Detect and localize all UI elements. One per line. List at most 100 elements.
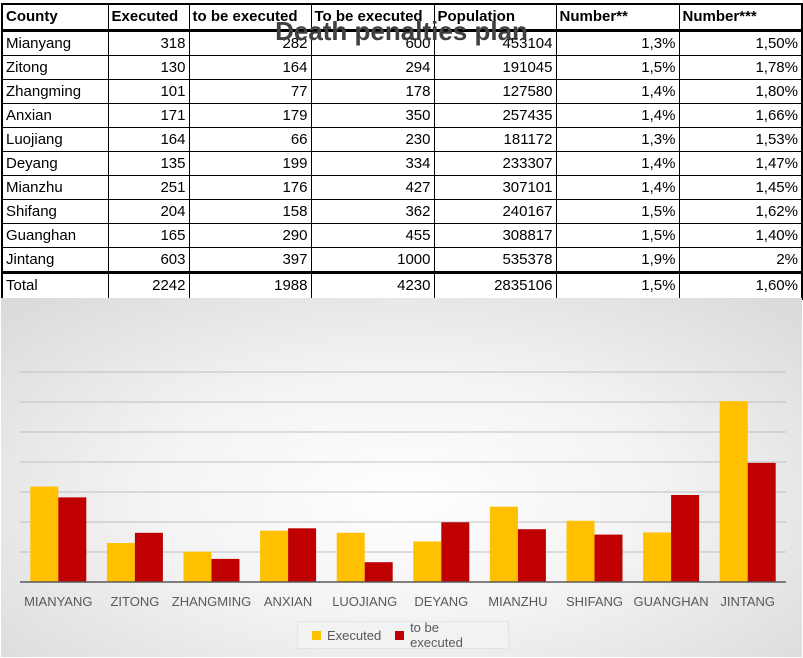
x-tick-label: SHIFANG <box>566 594 623 609</box>
bar-to-be-executed-anxian <box>288 528 317 582</box>
chart-title: Death penalties plan <box>275 16 528 46</box>
bar-executed-shifang <box>566 520 595 582</box>
chart-panel <box>1 298 802 657</box>
value-cell: 1,4% <box>555 175 680 200</box>
bar-to-be-executed-mianzhu <box>517 529 546 582</box>
total-label-cell: Total <box>1 271 109 300</box>
value-cell: 240167 <box>433 199 557 224</box>
table-row: Zitong 130 164 294 191045 1,5% 1,78% <box>1 55 803 80</box>
total-value-cell: 1988 <box>188 271 312 300</box>
bar-executed-mianyang <box>30 486 59 582</box>
x-tick-label: MIANZHU <box>488 594 547 609</box>
legend-swatch-executed <box>312 630 321 640</box>
bar-executed-jintang <box>719 401 748 582</box>
value-cell: 230 <box>310 127 435 152</box>
value-cell: 257435 <box>433 103 557 128</box>
bar-executed-anxian <box>260 530 289 582</box>
value-cell: 66 <box>188 127 312 152</box>
value-cell: 2% <box>678 247 803 273</box>
legend-label-executed: Executed <box>327 627 382 643</box>
value-cell: 1,5% <box>555 55 680 80</box>
bar-to-be-executed-zhangming <box>211 558 240 582</box>
value-cell: 165 <box>107 223 190 248</box>
table-row: Deyang 135 199 334 233307 1,4% 1,47% <box>1 151 803 176</box>
county-cell: Zitong <box>1 55 109 80</box>
value-cell: 199 <box>188 151 312 176</box>
value-cell: 603 <box>107 247 190 273</box>
value-cell: 181172 <box>433 127 557 152</box>
bar-to-be-executed-zitong <box>134 532 163 582</box>
table-row: Mianzhu 251 176 427 307101 1,4% 1,45% <box>1 175 803 200</box>
county-cell: Guanghan <box>1 223 109 248</box>
value-cell: 135 <box>107 151 190 176</box>
table-row: Zhangming 101 77 178 127580 1,4% 1,80% <box>1 79 803 104</box>
value-cell: 1,80% <box>678 79 803 104</box>
bar-to-be-executed-luojiang <box>364 562 393 582</box>
table-header-cell: County <box>1 3 109 32</box>
chart-legend: Executed to be executed <box>297 620 509 650</box>
x-tick-label: GUANGHAN <box>634 594 709 609</box>
value-cell: 171 <box>107 103 190 128</box>
bar-executed-luojiang <box>336 532 365 582</box>
table-row: Luojiang 164 66 230 181172 1,3% 1,53% <box>1 127 803 152</box>
county-cell: Mianyang <box>1 30 109 56</box>
bar-executed-mianzhu <box>489 506 518 582</box>
table-row: Guanghan 165 290 455 308817 1,5% 1,40% <box>1 223 803 248</box>
value-cell: 127580 <box>433 79 557 104</box>
total-value-cell: 2242 <box>107 271 190 300</box>
value-cell: 179 <box>188 103 312 128</box>
table-header-cell: Number*** <box>678 3 803 32</box>
x-tick-label: MIANYANG <box>24 594 92 609</box>
table-row: Mianyang 318 282 600 453104 1,3% 1,50% <box>1 30 803 56</box>
legend-swatch-to-be-executed <box>395 630 405 640</box>
value-cell: 1,45% <box>678 175 803 200</box>
value-cell: 1,50% <box>678 30 803 56</box>
county-cell: Jintang <box>1 247 109 273</box>
county-cell: Shifang <box>1 199 109 224</box>
bar-executed-zhangming <box>183 551 212 582</box>
table-total-row: Total 2242 1988 4230 2835106 1,5% 1,60% <box>1 271 803 300</box>
bar-executed-deyang <box>413 541 442 582</box>
x-tick-label: LUOJIANG <box>332 594 397 609</box>
x-tick-label: ZHANGMING <box>172 594 251 609</box>
value-cell: 1,5% <box>555 223 680 248</box>
legend-label-to-be-executed: to be executed <box>410 620 463 650</box>
bar-to-be-executed-jintang <box>747 462 776 582</box>
value-cell: 178 <box>310 79 435 104</box>
table-row: Jintang 603 397 1000 535378 1,9% 2% <box>1 247 803 273</box>
legend-item-to-be-executed: to be executed <box>395 620 494 650</box>
value-cell: 455 <box>310 223 435 248</box>
county-cell: Deyang <box>1 151 109 176</box>
x-tick-label: JINTANG <box>720 594 775 609</box>
value-cell: 1,4% <box>555 79 680 104</box>
value-cell: 453104 <box>433 30 557 56</box>
bar-to-be-executed-mianyang <box>58 497 87 582</box>
value-cell: 1,4% <box>555 151 680 176</box>
bar-executed-guanghan <box>643 532 672 582</box>
value-cell: 282 <box>188 30 312 56</box>
x-tick-label: ANXIAN <box>264 594 312 609</box>
bar-executed-zitong <box>106 543 135 582</box>
value-cell: 251 <box>107 175 190 200</box>
value-cell: 600 <box>310 30 435 56</box>
data-table-container: County Executed to be executed To be execut… <box>1 3 803 300</box>
table-header-cell: Executed <box>107 3 190 32</box>
table-header-row: County Executed to be executed To be execut… <box>1 3 803 32</box>
x-tick-label: DEYANG <box>414 594 468 609</box>
county-cell: Luojiang <box>1 127 109 152</box>
table-body: Mianyang 318 282 600 453104 1,3% 1,50% Zitong 13… <box>1 30 803 300</box>
value-cell: 130 <box>107 55 190 80</box>
value-cell: 1,40% <box>678 223 803 248</box>
value-cell: 1,3% <box>555 30 680 56</box>
table-row: Shifang 204 158 362 240167 1,5% 1,62% <box>1 199 803 224</box>
value-cell: 164 <box>188 55 312 80</box>
legend-item-executed: Executed <box>312 628 381 643</box>
bar-to-be-executed-guanghan <box>671 495 700 582</box>
value-cell: 158 <box>188 199 312 224</box>
value-cell: 1,62% <box>678 199 803 224</box>
value-cell: 1,78% <box>678 55 803 80</box>
value-cell: 318 <box>107 30 190 56</box>
x-tick-label: ZITONG <box>110 594 159 609</box>
